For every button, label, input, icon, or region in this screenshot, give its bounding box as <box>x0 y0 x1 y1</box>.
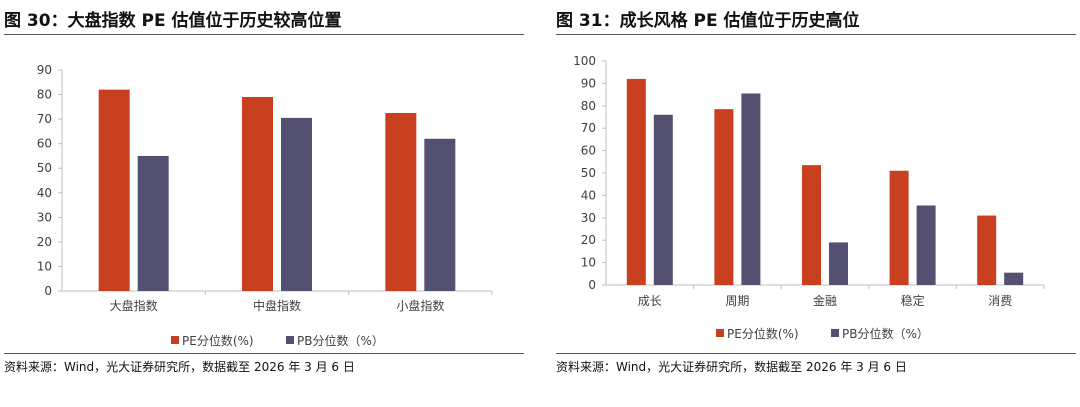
figure-31-panel: 图 31：成长风格 PE 估值位于历史高位 0 10 20 30 40 50 60 70 80 9… <box>556 0 1076 407</box>
legend-swatch-pb <box>831 329 839 337</box>
bar-pb <box>281 117 312 291</box>
bar-pe <box>626 78 646 285</box>
bar-pe <box>242 97 273 291</box>
chart-31-style-factors: 0 10 20 30 40 50 60 70 80 90 100 成长 周期 金融 稳定 消费 PE分位数(%)… <box>573 54 1045 341</box>
y-tick-label: 80 <box>37 88 52 102</box>
legend-label-pe: PE分位数(%) <box>182 333 254 348</box>
title-rule <box>4 34 524 35</box>
bar-pe <box>98 89 130 291</box>
y-tick-label: 90 <box>581 76 596 90</box>
bar-pb <box>424 138 456 291</box>
x-tick-label: 小盘指数 <box>396 298 444 313</box>
bar-pb <box>137 155 169 291</box>
source-rule <box>556 353 1076 354</box>
y-tick-label: 10 <box>581 256 596 270</box>
y-tick-label: 60 <box>37 137 52 151</box>
y-tick-label: 90 <box>37 63 52 77</box>
bar-pb <box>916 205 936 285</box>
bar-pe <box>802 165 821 285</box>
y-tick-label: 20 <box>581 233 596 247</box>
x-tick-label: 周期 <box>725 294 749 308</box>
source-rule <box>4 353 524 354</box>
y-tick-label: 40 <box>37 186 52 200</box>
bar-pe <box>385 112 417 291</box>
source-note: 资料来源：Wind，光大证券研究所，数据截至 2026 年 3 月 6 日 <box>556 360 907 374</box>
legend-label-pb: PB分位数（%） <box>297 333 384 348</box>
y-tick-label: 40 <box>581 188 596 202</box>
figure-30-panel: 图 30：大盘指数 PE 估值位于历史较高位置 0 10 20 30 40 50 60 70 8… <box>4 0 524 407</box>
y-tick-label: 100 <box>573 54 596 68</box>
legend-swatch-pe <box>171 336 179 344</box>
bar-pb <box>741 93 761 285</box>
x-tick-label: 稳定 <box>901 293 925 308</box>
bar-pb <box>1004 272 1024 285</box>
y-tick-label: 50 <box>37 161 52 175</box>
x-tick-label: 消费 <box>988 294 1012 308</box>
y-tick-label: 70 <box>581 121 596 135</box>
y-tick-label: 50 <box>581 166 596 180</box>
y-tick-label: 0 <box>44 284 52 298</box>
bar-pb <box>829 242 848 285</box>
legend-swatch-pe <box>716 329 724 337</box>
bar-pb <box>653 114 673 285</box>
x-tick-label: 中盘指数 <box>253 298 301 313</box>
x-tick-label: 金融 <box>813 293 837 308</box>
bar-pe <box>977 215 997 285</box>
legend-label-pe: PE分位数(%) <box>727 326 799 341</box>
x-tick-label: 成长 <box>638 294 662 308</box>
y-tick-label: 70 <box>37 112 52 126</box>
source-note: 资料来源：Wind，光大证券研究所，数据截至 2026 年 3 月 6 日 <box>4 360 355 374</box>
legend-label-pb: PB分位数（%） <box>842 326 929 341</box>
y-tick-label: 0 <box>588 278 596 292</box>
chart-30-large-mid-small-cap: 0 10 20 30 40 50 60 70 80 90 大盘指数 中盘指数 小盘指数 PE分位数(%) P… <box>37 63 493 348</box>
bar-pe <box>714 109 734 285</box>
figure-title: 图 31：成长风格 PE 估值位于历史高位 <box>556 11 860 31</box>
legend-swatch-pb <box>286 336 294 344</box>
y-tick-label: 80 <box>581 99 596 113</box>
x-tick-label: 大盘指数 <box>110 298 158 313</box>
y-tick-label: 60 <box>581 144 596 158</box>
y-tick-label: 30 <box>37 210 52 224</box>
y-tick-label: 30 <box>581 211 596 225</box>
y-tick-label: 10 <box>37 259 52 273</box>
y-tick-label: 20 <box>37 235 52 249</box>
title-rule <box>556 34 1076 35</box>
bar-pe <box>889 170 909 285</box>
figure-title: 图 30：大盘指数 PE 估值位于历史较高位置 <box>4 11 342 31</box>
